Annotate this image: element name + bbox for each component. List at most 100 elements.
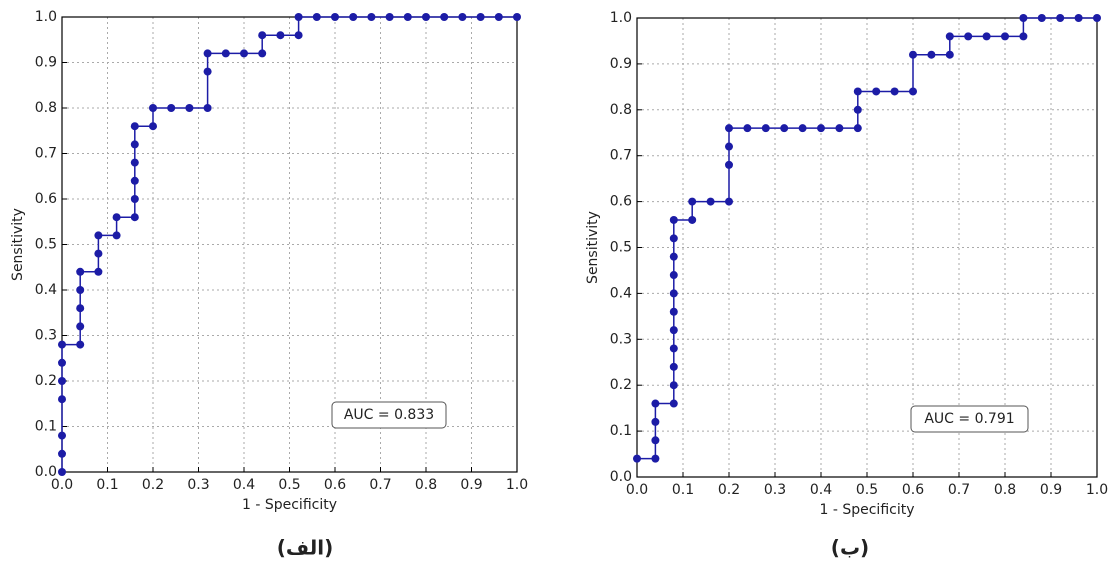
roc-point (669, 271, 678, 280)
y-tick-label: 0.0 (35, 464, 57, 480)
x-tick-label: 0.9 (460, 477, 482, 493)
y-tick-label: 0.3 (35, 328, 57, 344)
y-tick-label: 0.7 (610, 148, 632, 164)
x-tick-label: 0.8 (415, 477, 437, 493)
x-tick-label: 0.7 (948, 482, 970, 498)
x-tick-label: 0.4 (810, 482, 832, 498)
x-tick-label: 1.0 (1086, 482, 1108, 498)
roc-point (853, 124, 862, 133)
roc-point (688, 197, 697, 206)
x-tick-label: 0.5 (856, 482, 878, 498)
roc-point (130, 158, 139, 167)
roc-point (927, 50, 936, 59)
roc-point (203, 67, 212, 76)
y-tick-label: 0.2 (35, 373, 57, 389)
x-tick-label: 0.8 (994, 482, 1016, 498)
x-tick-label: 0.1 (96, 477, 118, 493)
roc-point (76, 304, 85, 313)
roc-point (853, 105, 862, 114)
roc-point (651, 399, 660, 408)
y-tick-label: 0.7 (35, 146, 57, 162)
y-axis-label: Sensitivity (10, 208, 26, 281)
roc-point (58, 395, 66, 404)
roc-point (130, 213, 139, 222)
x-tick-label: 0.2 (142, 477, 164, 493)
roc-point (669, 399, 678, 408)
roc-point (422, 13, 430, 21)
x-tick-label: 0.2 (718, 482, 740, 498)
y-tick-label: 0.1 (35, 419, 57, 435)
roc-point (76, 340, 85, 349)
roc-point (1093, 14, 1101, 22)
roc-point (130, 140, 139, 149)
x-tick-label: 0.0 (51, 477, 73, 493)
roc-point (1056, 14, 1065, 22)
x-tick-label: 0.3 (764, 482, 786, 498)
roc-point (945, 32, 954, 41)
roc-point (494, 13, 503, 21)
roc-point (706, 197, 715, 206)
x-axis-label: 1 - Specificity (819, 502, 914, 518)
roc-point (112, 231, 121, 240)
roc-point (76, 267, 85, 276)
roc-point (982, 32, 991, 41)
y-axis-label: Sensitivity (585, 211, 601, 284)
roc-point (240, 49, 248, 58)
roc-point (385, 13, 394, 21)
roc-point (1019, 32, 1028, 41)
roc-point (185, 104, 194, 112)
roc-point (651, 454, 660, 463)
y-tick-label: 0.1 (610, 423, 632, 439)
roc-point (94, 231, 103, 240)
y-tick-label: 0.5 (610, 240, 632, 256)
roc-point (1074, 14, 1083, 22)
roc-point (651, 417, 660, 426)
x-tick-label: 0.3 (187, 477, 209, 493)
roc-point (725, 142, 733, 151)
roc-point (725, 197, 733, 206)
roc-point (669, 234, 678, 243)
y-tick-label: 0.8 (610, 102, 632, 118)
roc-point (94, 267, 103, 276)
roc-point (312, 13, 321, 21)
roc-point (58, 340, 66, 349)
roc-point (633, 454, 641, 463)
roc-point (1037, 14, 1046, 22)
roc-point (130, 176, 139, 185)
roc-point (258, 31, 267, 40)
roc-point (58, 431, 66, 440)
roc-point (76, 322, 85, 331)
roc-point (440, 13, 449, 21)
y-tick-label: 0.5 (35, 237, 57, 253)
roc-point (76, 286, 85, 294)
y-tick-label: 0.0 (610, 469, 632, 485)
roc-point (167, 104, 176, 112)
x-tick-label: 0.5 (278, 477, 300, 493)
roc-point (853, 87, 862, 96)
roc-point (130, 122, 139, 131)
roc-point (669, 215, 678, 224)
roc-point (58, 449, 66, 458)
roc-point (476, 13, 485, 21)
roc-point (403, 13, 412, 21)
x-tick-label: 0.1 (672, 482, 694, 498)
x-axis-label: 1 - Specificity (242, 497, 337, 513)
roc-point (294, 13, 303, 21)
plot-frame (61, 16, 518, 473)
y-tick-label: 1.0 (35, 9, 57, 25)
y-tick-label: 0.4 (35, 282, 57, 298)
roc-point (149, 104, 157, 112)
roc-point (221, 49, 230, 58)
y-tick-label: 0.4 (610, 285, 632, 301)
caption: (الف) (277, 536, 333, 560)
roc-point (203, 104, 212, 112)
roc-point (349, 13, 358, 21)
roc-point (964, 32, 973, 41)
roc-point (890, 87, 899, 96)
annotation-box (331, 401, 447, 429)
x-tick-label: 0.9 (1040, 482, 1062, 498)
roc-point (945, 50, 954, 59)
y-tick-label: 0.8 (35, 100, 57, 116)
